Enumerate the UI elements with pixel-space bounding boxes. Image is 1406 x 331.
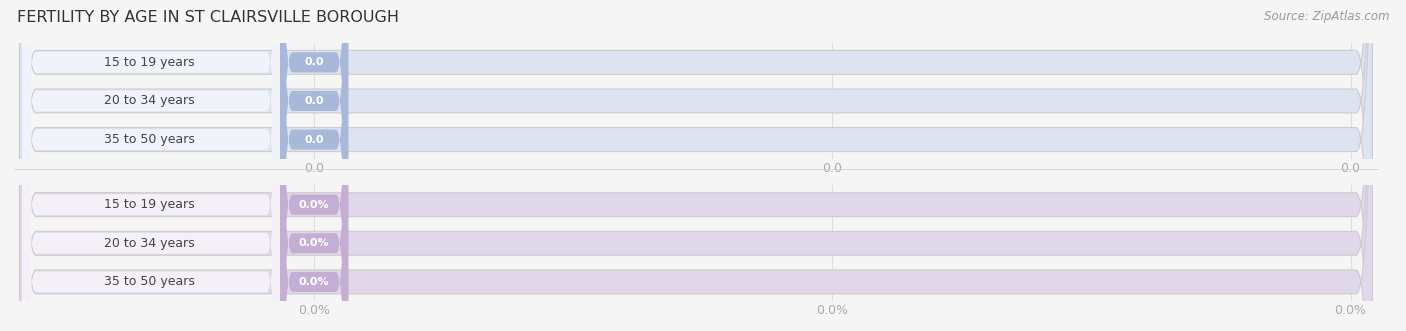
- FancyBboxPatch shape: [22, 0, 280, 331]
- FancyBboxPatch shape: [20, 0, 1372, 331]
- Text: 20 to 34 years: 20 to 34 years: [104, 237, 195, 250]
- FancyBboxPatch shape: [280, 0, 349, 331]
- FancyBboxPatch shape: [280, 0, 349, 331]
- Text: 0.0%: 0.0%: [299, 238, 329, 248]
- FancyBboxPatch shape: [20, 0, 1372, 331]
- Text: 0.0: 0.0: [304, 135, 323, 145]
- Text: 0.0%: 0.0%: [299, 277, 329, 287]
- Text: 15 to 19 years: 15 to 19 years: [104, 198, 195, 211]
- FancyBboxPatch shape: [22, 0, 280, 331]
- Text: FERTILITY BY AGE IN ST CLAIRSVILLE BOROUGH: FERTILITY BY AGE IN ST CLAIRSVILLE BOROU…: [17, 10, 399, 25]
- Text: 15 to 19 years: 15 to 19 years: [104, 56, 195, 69]
- Text: Source: ZipAtlas.com: Source: ZipAtlas.com: [1264, 10, 1389, 23]
- Text: 0.0%: 0.0%: [299, 200, 329, 210]
- Text: 35 to 50 years: 35 to 50 years: [104, 133, 195, 146]
- FancyBboxPatch shape: [20, 0, 1372, 331]
- FancyBboxPatch shape: [280, 0, 349, 331]
- FancyBboxPatch shape: [20, 0, 1372, 331]
- FancyBboxPatch shape: [22, 0, 280, 331]
- FancyBboxPatch shape: [22, 0, 280, 331]
- FancyBboxPatch shape: [280, 0, 349, 331]
- FancyBboxPatch shape: [280, 0, 349, 331]
- Text: 20 to 34 years: 20 to 34 years: [104, 94, 195, 108]
- Text: 0.0: 0.0: [304, 57, 323, 67]
- FancyBboxPatch shape: [22, 0, 280, 331]
- Text: 0.0: 0.0: [304, 96, 323, 106]
- Text: 35 to 50 years: 35 to 50 years: [104, 275, 195, 288]
- FancyBboxPatch shape: [22, 0, 280, 331]
- FancyBboxPatch shape: [20, 0, 1372, 331]
- FancyBboxPatch shape: [280, 0, 349, 331]
- FancyBboxPatch shape: [20, 0, 1372, 331]
